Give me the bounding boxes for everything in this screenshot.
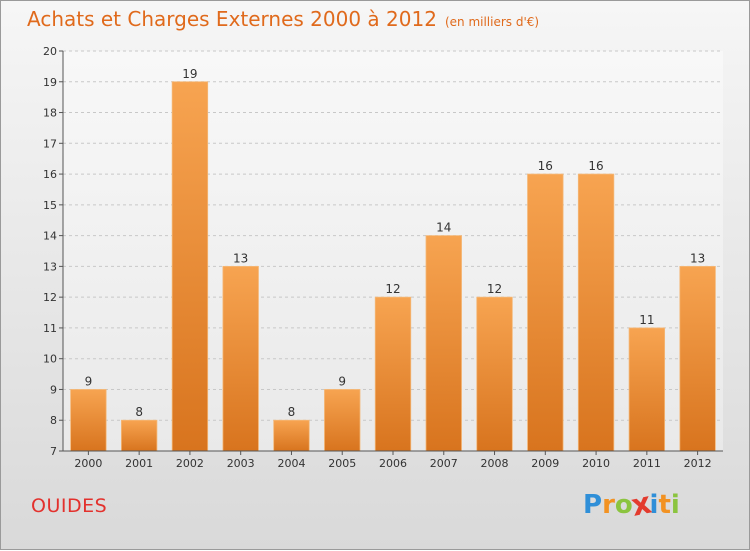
- bar: [324, 389, 361, 452]
- bar-value-label: 16: [588, 159, 603, 173]
- logo-letter: i: [649, 490, 659, 520]
- chart-unit: (en milliers d'€): [444, 15, 540, 29]
- bar-value-label: 8: [135, 405, 143, 419]
- bar-value-label: 19: [182, 67, 197, 81]
- x-tick-label: 2002: [176, 457, 204, 470]
- logo-letter: o: [614, 490, 633, 520]
- bar: [476, 296, 513, 452]
- bar-value-label: 9: [85, 374, 93, 388]
- y-tick-label: 12: [43, 291, 57, 304]
- y-tick-label: 16: [43, 168, 57, 181]
- bar-value-label: 13: [233, 251, 248, 265]
- x-tick-label: 2009: [531, 457, 559, 470]
- bar: [171, 81, 209, 452]
- x-tick-label: 2006: [379, 457, 407, 470]
- y-tick-label: 11: [43, 322, 57, 335]
- x-tick-label: 2005: [328, 457, 356, 470]
- bar: [222, 265, 259, 452]
- x-tick-label: 2003: [227, 457, 255, 470]
- bar-value-label: 16: [538, 159, 553, 173]
- chart-title: Achats et Charges Externes 2000 à 2012: [27, 7, 437, 31]
- y-tick-label: 20: [43, 45, 57, 58]
- x-tick-label: 2008: [481, 457, 509, 470]
- x-tick-label: 2004: [277, 457, 305, 470]
- x-tick-label: 2000: [74, 457, 102, 470]
- bar-value-label: 11: [639, 313, 654, 327]
- y-tick-label: 13: [43, 260, 57, 273]
- bar-value-label: 8: [288, 405, 296, 419]
- y-tick-label: 9: [50, 383, 57, 396]
- y-tick-label: 14: [43, 230, 57, 243]
- bar: [425, 235, 462, 452]
- bar-value-label: 12: [487, 282, 502, 296]
- y-tick-label: 15: [43, 199, 57, 212]
- town-name: OUIDES: [31, 495, 108, 517]
- proxiti-logo: Proxiti: [583, 486, 680, 524]
- y-tick-label: 17: [43, 137, 57, 150]
- x-tick-label: 2001: [125, 457, 153, 470]
- y-tick-label: 10: [43, 353, 57, 366]
- bar: [374, 296, 412, 452]
- y-tick-label: 18: [43, 107, 57, 120]
- bar-value-label: 9: [338, 374, 346, 388]
- bar: [120, 419, 158, 452]
- bar: [527, 173, 564, 452]
- y-tick-label: 8: [50, 414, 57, 427]
- logo-letter: t: [658, 490, 671, 520]
- bar: [273, 419, 310, 452]
- chart-title-block: Achats et Charges Externes 2000 à 2012 (e…: [27, 7, 539, 31]
- y-tick-label: 7: [50, 445, 57, 458]
- bar-value-label: 12: [385, 282, 400, 296]
- logo-letter: r: [602, 490, 615, 520]
- bar: [628, 327, 666, 452]
- x-tick-label: 2007: [430, 457, 458, 470]
- x-tick-label: 2010: [582, 457, 610, 470]
- bar: [577, 173, 615, 452]
- bar: [679, 265, 716, 452]
- y-tick-label: 19: [43, 76, 57, 89]
- bar: [70, 389, 107, 452]
- logo-letter: i: [670, 490, 680, 520]
- logo-letter: P: [583, 490, 603, 520]
- bar-value-label: 13: [690, 251, 705, 265]
- bar-value-label: 14: [436, 221, 451, 235]
- x-tick-label: 2012: [684, 457, 712, 470]
- x-tick-label: 2011: [633, 457, 661, 470]
